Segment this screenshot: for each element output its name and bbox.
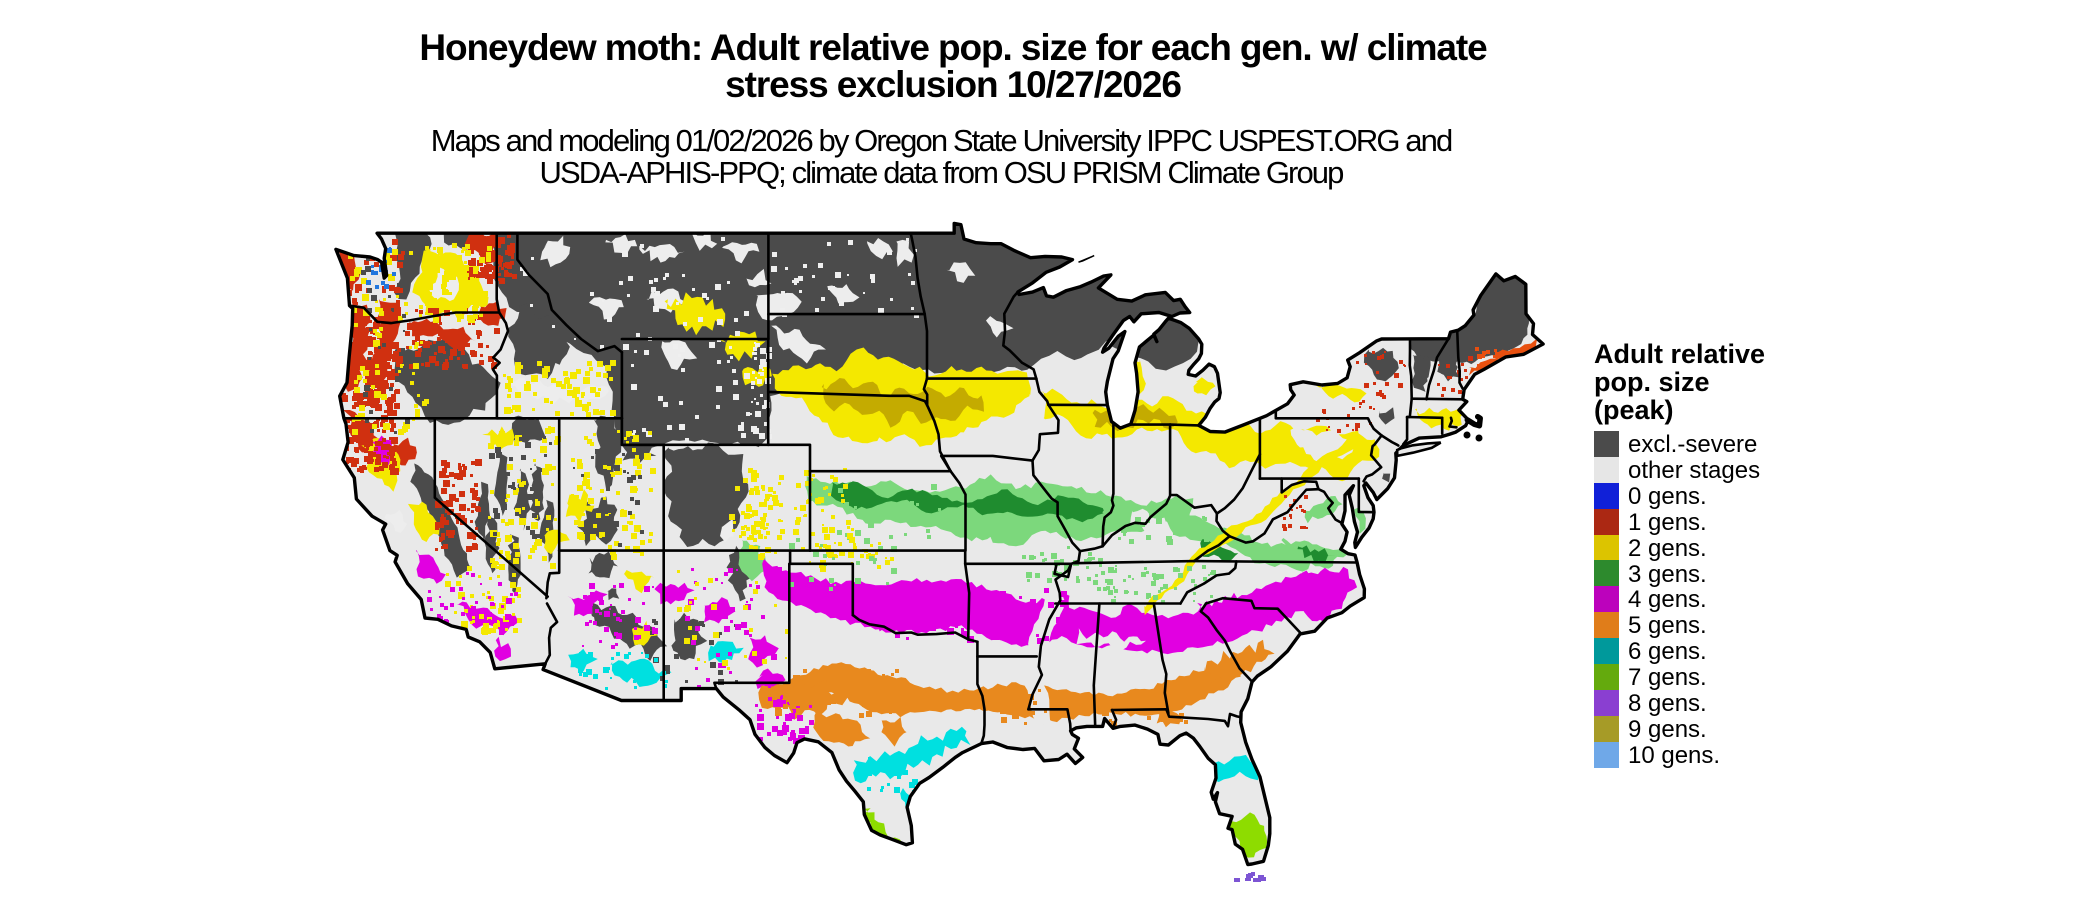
svg-text:other stages: other stages (1628, 457, 1760, 484)
svg-text:pop. size: pop. size (1594, 367, 1710, 397)
svg-text:10 gens.: 10 gens. (1628, 742, 1720, 769)
svg-text:Maps and modeling 01/02/2026 b: Maps and modeling 01/02/2026 by Oregon S… (431, 123, 1452, 158)
svg-text:excl.-severe: excl.-severe (1628, 431, 1757, 458)
svg-text:3 gens.: 3 gens. (1628, 561, 1707, 588)
svg-text:(peak): (peak) (1594, 395, 1674, 425)
svg-text:7 gens.: 7 gens. (1628, 664, 1707, 691)
svg-text:Adult relative: Adult relative (1594, 339, 1765, 369)
svg-text:5 gens.: 5 gens. (1628, 612, 1707, 639)
svg-text:0 gens.: 0 gens. (1628, 483, 1707, 510)
svg-text:9 gens.: 9 gens. (1628, 716, 1707, 743)
svg-text:1 gens.: 1 gens. (1628, 509, 1707, 536)
svg-text:2 gens.: 2 gens. (1628, 535, 1707, 562)
svg-text:8 gens.: 8 gens. (1628, 690, 1707, 717)
svg-text:USDA-APHIS-PPQ; climate data f: USDA-APHIS-PPQ; climate data from OSU PR… (540, 155, 1344, 190)
svg-text:6 gens.: 6 gens. (1628, 638, 1707, 665)
svg-text:4 gens.: 4 gens. (1628, 586, 1707, 613)
svg-text:stress exclusion 10/27/2026: stress exclusion 10/27/2026 (725, 64, 1181, 105)
svg-text:Honeydew moth: Adult relative: Honeydew moth: Adult relative pop. size … (419, 27, 1487, 68)
